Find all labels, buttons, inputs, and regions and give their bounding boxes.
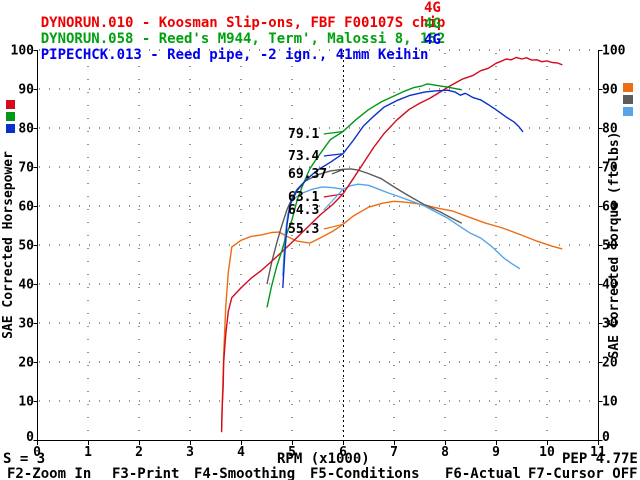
fkey-smoothing[interactable]: F4-Smoothing <box>194 466 296 480</box>
cursor-readout-value: 63.1 <box>288 190 319 205</box>
y-axis-title-right: SAE Corrected Torque (ft-lbs) <box>607 132 622 359</box>
cursor-readout-leader <box>323 193 344 198</box>
curve-run1_hp <box>220 56 563 433</box>
legend-swatch-hp-run3_hp[interactable] <box>6 124 15 133</box>
y-axis-left-tick-label: 40 <box>18 278 34 293</box>
y-axis-right-tick-label: 100 <box>602 44 626 59</box>
x-axis-tick-label: 1 <box>84 445 92 460</box>
x-axis-tick-label: 8 <box>441 445 449 460</box>
y-axis-right-tick-label: 60 <box>602 200 618 215</box>
y-axis-right-tick-label: 20 <box>602 356 618 371</box>
curve-run2_torque <box>266 168 463 285</box>
curve-run3_hp <box>282 89 524 288</box>
cursor-readout-value: 55.3 <box>288 222 319 237</box>
function-key-bar: F2-Zoom In F3-Print F4-Smoothing F5-Cond… <box>0 466 640 480</box>
curve-run3_torque <box>282 183 521 277</box>
y-axis-left-tick-label: 100 <box>11 44 35 59</box>
curve-run1_torque <box>220 200 563 429</box>
x-axis-tick-label: 10 <box>539 445 555 460</box>
x-axis-tick-label: 11 <box>590 445 606 460</box>
cursor-readout-leader <box>323 223 344 230</box>
y-axis-right-tick-label: 90 <box>602 83 618 98</box>
legend-swatch-torque-run1_torque[interactable] <box>623 83 633 92</box>
run-title-1-gear-tag: 4G <box>424 0 441 16</box>
y-axis-left-tick-label: 30 <box>18 317 34 332</box>
y-axis-left-tick-label: 20 <box>18 356 34 371</box>
y-axis-left-tick-label: 10 <box>18 395 34 410</box>
y-axis-right-tick-label: 70 <box>602 161 618 176</box>
fkey-zoom-in[interactable]: F2-Zoom In <box>7 466 92 480</box>
run-title-2-gear-tag: 4G <box>424 16 441 32</box>
y-axis-right-tick-label: 80 <box>602 122 618 137</box>
legend-swatch-hp-run2_hp[interactable] <box>6 112 15 121</box>
fkey-print[interactable]: F3-Print <box>112 466 180 480</box>
run-title-1: DYNORUN.010 - Koosman Slip-ons, FBF F001… <box>7 0 446 61</box>
y-axis-left-tick-label: 60 <box>18 200 34 215</box>
cursor-readout-leader <box>323 130 344 135</box>
y-axis-right-tick-label: 0 <box>602 430 610 445</box>
status-smoothing: S = 3 <box>3 451 46 467</box>
run-title-1-label: DYNORUN.010 - Koosman Slip-ons, FBF F001… <box>40 15 446 31</box>
x-axis-tick-label: 0 <box>33 445 41 460</box>
cursor-readout-value: 69.37 <box>288 167 327 182</box>
cursor-readout-leader <box>323 188 344 211</box>
run-title-3-gear-tag: 4G <box>424 32 441 48</box>
fkey-actual[interactable]: F6-Actual <box>445 466 521 480</box>
y-axis-left-tick-label: 50 <box>18 239 34 254</box>
run-title-3-label: PIPECHCK.013 - Reed pipe, -2 ign., 41mm … <box>40 47 429 63</box>
run-title-2-label: DYNORUN.058 - Reed's M944, Term', Maloss… <box>40 31 446 47</box>
cursor-readout-value: 79.1 <box>288 127 319 142</box>
y-axis-title-left: SAE Corrected Horsepower <box>1 151 16 339</box>
cursor-readout-value: 64.3 <box>288 203 319 218</box>
x-axis-tick-label: 6 <box>339 445 347 460</box>
run-title-2: DYNORUN.058 - Reed's M944, Term', Maloss… <box>7 16 446 77</box>
run-title-3: PIPECHCK.013 - Reed pipe, -2 ign., 41mm … <box>7 33 441 93</box>
status-program-version: PEP 4.77E <box>562 451 638 467</box>
cursor-readout-leader <box>331 168 344 175</box>
fkey-conditions[interactable]: F5-Conditions <box>310 466 420 480</box>
x-axis-tick-label: 2 <box>135 445 143 460</box>
x-axis-tick-label: 9 <box>492 445 500 460</box>
x-axis-tick-label: 7 <box>390 445 398 460</box>
y-axis-left-tick-label: 70 <box>18 161 34 176</box>
y-axis-right-tick-label: 50 <box>602 239 618 254</box>
y-axis-left-tick-label: 90 <box>18 83 34 98</box>
legend-swatch-torque-run2_torque[interactable] <box>623 95 633 104</box>
x-axis-tick-label: 3 <box>186 445 194 460</box>
legend-swatch-torque-run3_torque[interactable] <box>623 107 633 116</box>
x-axis-tick-label: 4 <box>237 445 245 460</box>
legend-swatch-hp-run1_hp[interactable] <box>6 100 15 109</box>
y-axis-left-tick-label: 80 <box>18 122 34 137</box>
fkey-cursor-off[interactable]: F7-Cursor OFF <box>528 466 638 480</box>
cursor-readout-value: 73.4 <box>288 149 319 164</box>
x-axis-tick-label: 5 <box>288 445 296 460</box>
y-axis-left-tick-label: 0 <box>26 430 34 445</box>
y-axis-right-tick-label: 10 <box>602 395 618 410</box>
y-axis-right-tick-label: 40 <box>602 278 618 293</box>
y-axis-right-tick-label: 30 <box>602 317 618 332</box>
cursor-readout-leader <box>323 153 344 157</box>
x-axis-title: RPM (x1000) <box>277 451 370 467</box>
